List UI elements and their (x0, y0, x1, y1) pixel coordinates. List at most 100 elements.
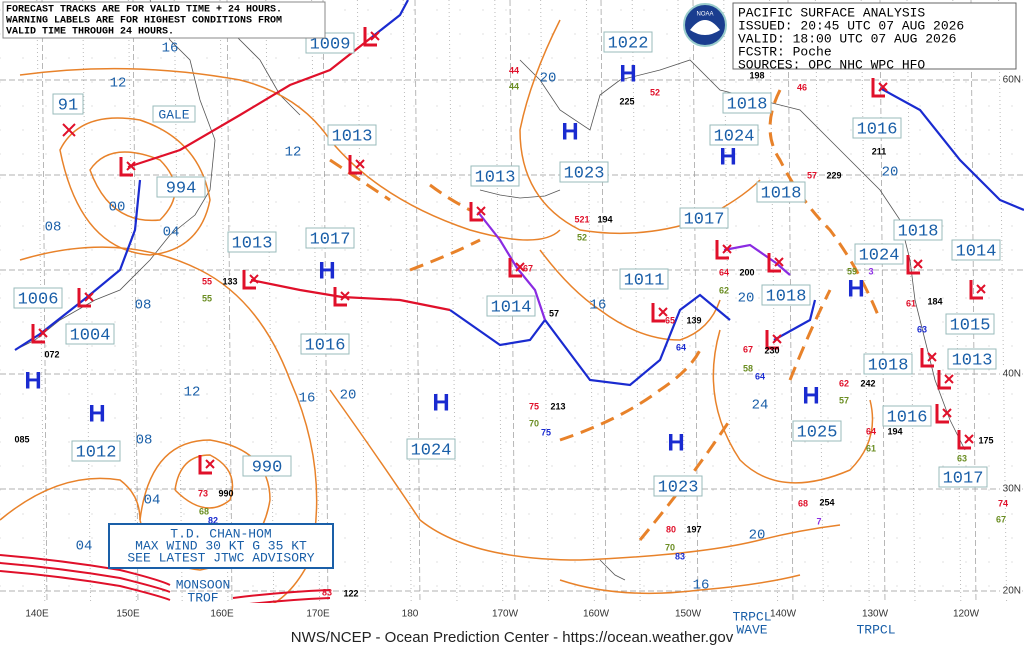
pressure-label: 1014 (491, 298, 532, 317)
grid-dot (551, 57, 553, 59)
grid-dot (137, 129, 139, 131)
grid-dot (321, 177, 323, 179)
grid-dot (160, 345, 162, 347)
grid-dot (804, 225, 806, 227)
grid-dot (68, 585, 70, 587)
grid-dot (22, 465, 24, 467)
grid-dot (137, 417, 139, 419)
low-center-x (964, 434, 974, 444)
grid-dot (689, 81, 691, 83)
station-value: 68 (798, 498, 808, 508)
grid-dot (873, 153, 875, 155)
grid-dot (551, 201, 553, 203)
grid-dot (919, 489, 921, 491)
grid-dot (505, 129, 507, 131)
grid-dot (965, 537, 967, 539)
grid-dot (160, 201, 162, 203)
grid-dot (620, 201, 622, 203)
grid-dot (551, 153, 553, 155)
grid-dot (0, 321, 1, 323)
grid-dot (22, 201, 24, 203)
grid-dot (298, 177, 300, 179)
grid-dot (965, 81, 967, 83)
grid-dot (206, 201, 208, 203)
gale-label: GALE (158, 107, 189, 122)
grid-dot (321, 441, 323, 443)
latitude-box (1000, 585, 1022, 597)
grid-dot (528, 369, 530, 371)
meridian (322, 0, 329, 604)
meridian (82, 0, 92, 604)
grid-dot (873, 417, 875, 419)
grid-dot (298, 201, 300, 203)
grid-dot (206, 177, 208, 179)
grid-dot (252, 585, 254, 587)
grid-dot (528, 9, 530, 11)
grid-dot (183, 273, 185, 275)
grid-dot (160, 465, 162, 467)
grid-dot (114, 249, 116, 251)
info-line: FCSTR: Poche (738, 44, 832, 59)
grid-dot (229, 129, 231, 131)
grid-dot (114, 369, 116, 371)
grid-dot (850, 225, 852, 227)
grid-dot (873, 489, 875, 491)
grid-dot (988, 489, 990, 491)
grid-dot (643, 177, 645, 179)
grid-dot (252, 177, 254, 179)
pressure-label: 1018 (761, 184, 802, 203)
grid-dot (436, 225, 438, 227)
grid-dot (459, 33, 461, 35)
pressure-label: 1011 (624, 271, 665, 290)
grid-dot (712, 537, 714, 539)
grid-dot (482, 57, 484, 59)
station-value: 64 (676, 342, 686, 352)
grid-dot (344, 249, 346, 251)
grid-dot (160, 57, 162, 59)
grid-dot (413, 297, 415, 299)
station-value: 70 (529, 418, 539, 428)
grid-dot (597, 33, 599, 35)
grid-dot (298, 249, 300, 251)
grid-dot (367, 369, 369, 371)
grid-dot (252, 153, 254, 155)
grid-dot (390, 177, 392, 179)
grid-dot (252, 201, 254, 203)
low-center-x (722, 244, 732, 254)
forecast-position: 91 (58, 96, 78, 115)
aleutians (479, 189, 561, 199)
grid-dot (68, 513, 70, 515)
grid-dot (620, 321, 622, 323)
grid-dot (873, 585, 875, 587)
grid-dot (344, 417, 346, 419)
grid-dot (183, 249, 185, 251)
grid-dot (988, 345, 990, 347)
grid-dot (298, 273, 300, 275)
station-value: 65 (665, 315, 675, 325)
grid-dot (22, 249, 24, 251)
station-value: 64 (866, 426, 876, 436)
grid-dot (45, 81, 47, 83)
meridian (860, 0, 870, 604)
grid-dot (850, 465, 852, 467)
low-center-x (515, 262, 525, 272)
grid-dot (252, 321, 254, 323)
grid-dot (482, 249, 484, 251)
grid-dot (413, 177, 415, 179)
cold-front (14, 179, 142, 351)
low-center (957, 430, 971, 450)
grid-dot (965, 489, 967, 491)
station-value: 57 (807, 170, 817, 180)
grid-dot (160, 393, 162, 395)
grid-dot (574, 273, 576, 275)
grid-dot (0, 9, 1, 11)
low-center (77, 288, 91, 308)
station-value: 55 (202, 293, 212, 303)
meridian (814, 0, 824, 604)
pressure-label-box (761, 284, 811, 306)
grid-dot (597, 585, 599, 587)
grid-dot (275, 321, 277, 323)
grid-dot (919, 345, 921, 347)
grid-dot (942, 513, 944, 515)
grid-dot (183, 81, 185, 83)
